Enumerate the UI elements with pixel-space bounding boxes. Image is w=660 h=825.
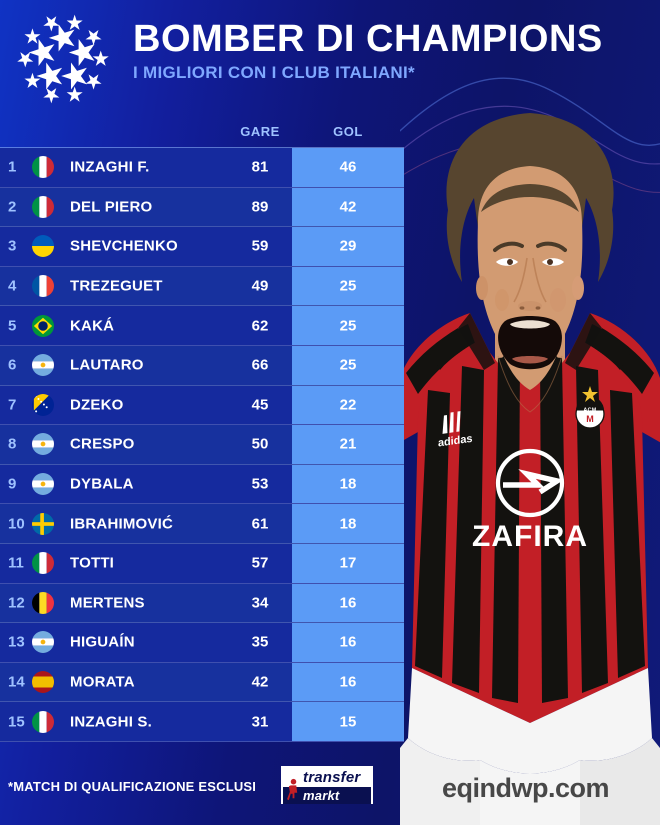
svg-text:ACM: ACM [583, 408, 596, 414]
svg-text:M: M [586, 414, 594, 424]
svg-text:ZAFIRA: ZAFIRA [472, 520, 588, 553]
